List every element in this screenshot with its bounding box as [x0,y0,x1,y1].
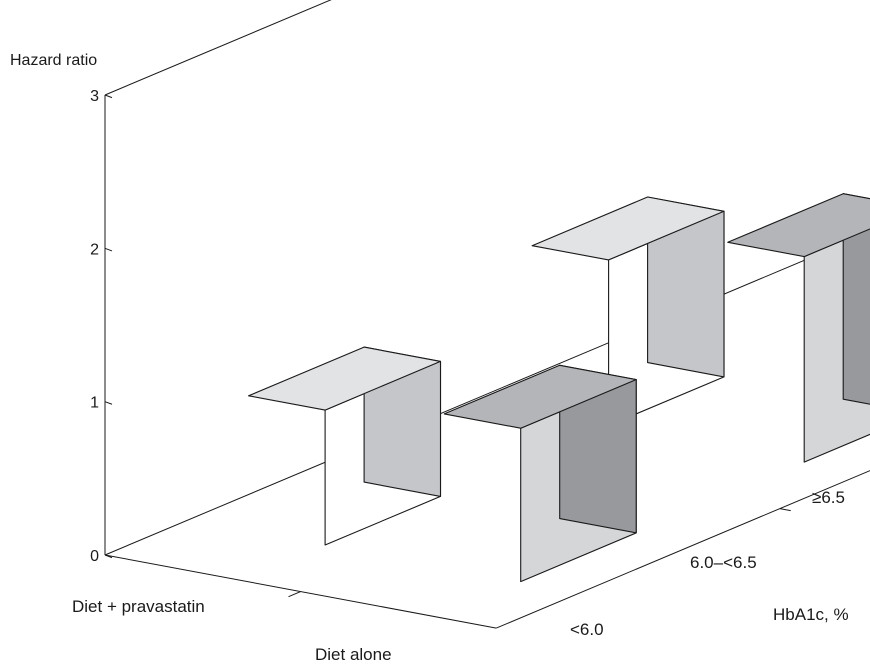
bar-diet-alone-1-top [443,364,637,429]
y-tick-label-3: 3 [90,88,99,105]
bar-diet-pravastatin-1-top [248,346,442,411]
bar-diet-pravastatin-1 [248,346,442,546]
floor-back-edge [104,232,870,556]
x-axis-title: HbA1c, % [773,605,849,624]
category-label-ge-6-5: ≥6.5 [812,488,845,507]
bar-diet-pravastatin-2 [531,196,725,427]
y-tick-label-2: 2 [90,241,99,258]
chart-bars: ** * [248,193,870,583]
series-label-diet-alone: Diet alone [315,645,392,664]
series-label-diet-pravastatin: Diet + pravastatin [72,597,205,616]
chart-labels: Hazard ratio HbA1c, % Diet + pravastatin… [10,52,849,664]
category-axis-line [496,470,870,629]
chart-axes: 0 1 2 3 [90,0,870,629]
y-tick-label-0: 0 [90,548,99,565]
category-tick-1 [779,508,791,512]
bar-diet-alone-1 [443,364,637,583]
y-tick-1 [104,401,113,405]
bar-diet-pravastatin-2-top [531,196,725,261]
y-tick-0 [104,554,113,559]
bar-diet-alone-2-top [727,193,870,258]
top-back-edge [104,0,332,96]
category-label-6-0-to-6-5: 6.0–<6.5 [690,553,757,572]
y-tick-3 [104,94,113,99]
category-label-lt-6-0: <6.0 [570,620,604,639]
bar-diet-alone-2 [727,193,870,463]
y-tick-2 [104,247,113,252]
y-tick-label-1: 1 [90,395,99,412]
y-axis-title: Hazard ratio [10,52,97,69]
bar-diet-alone-2-side [842,193,870,405]
series-tick-1 [288,591,301,598]
